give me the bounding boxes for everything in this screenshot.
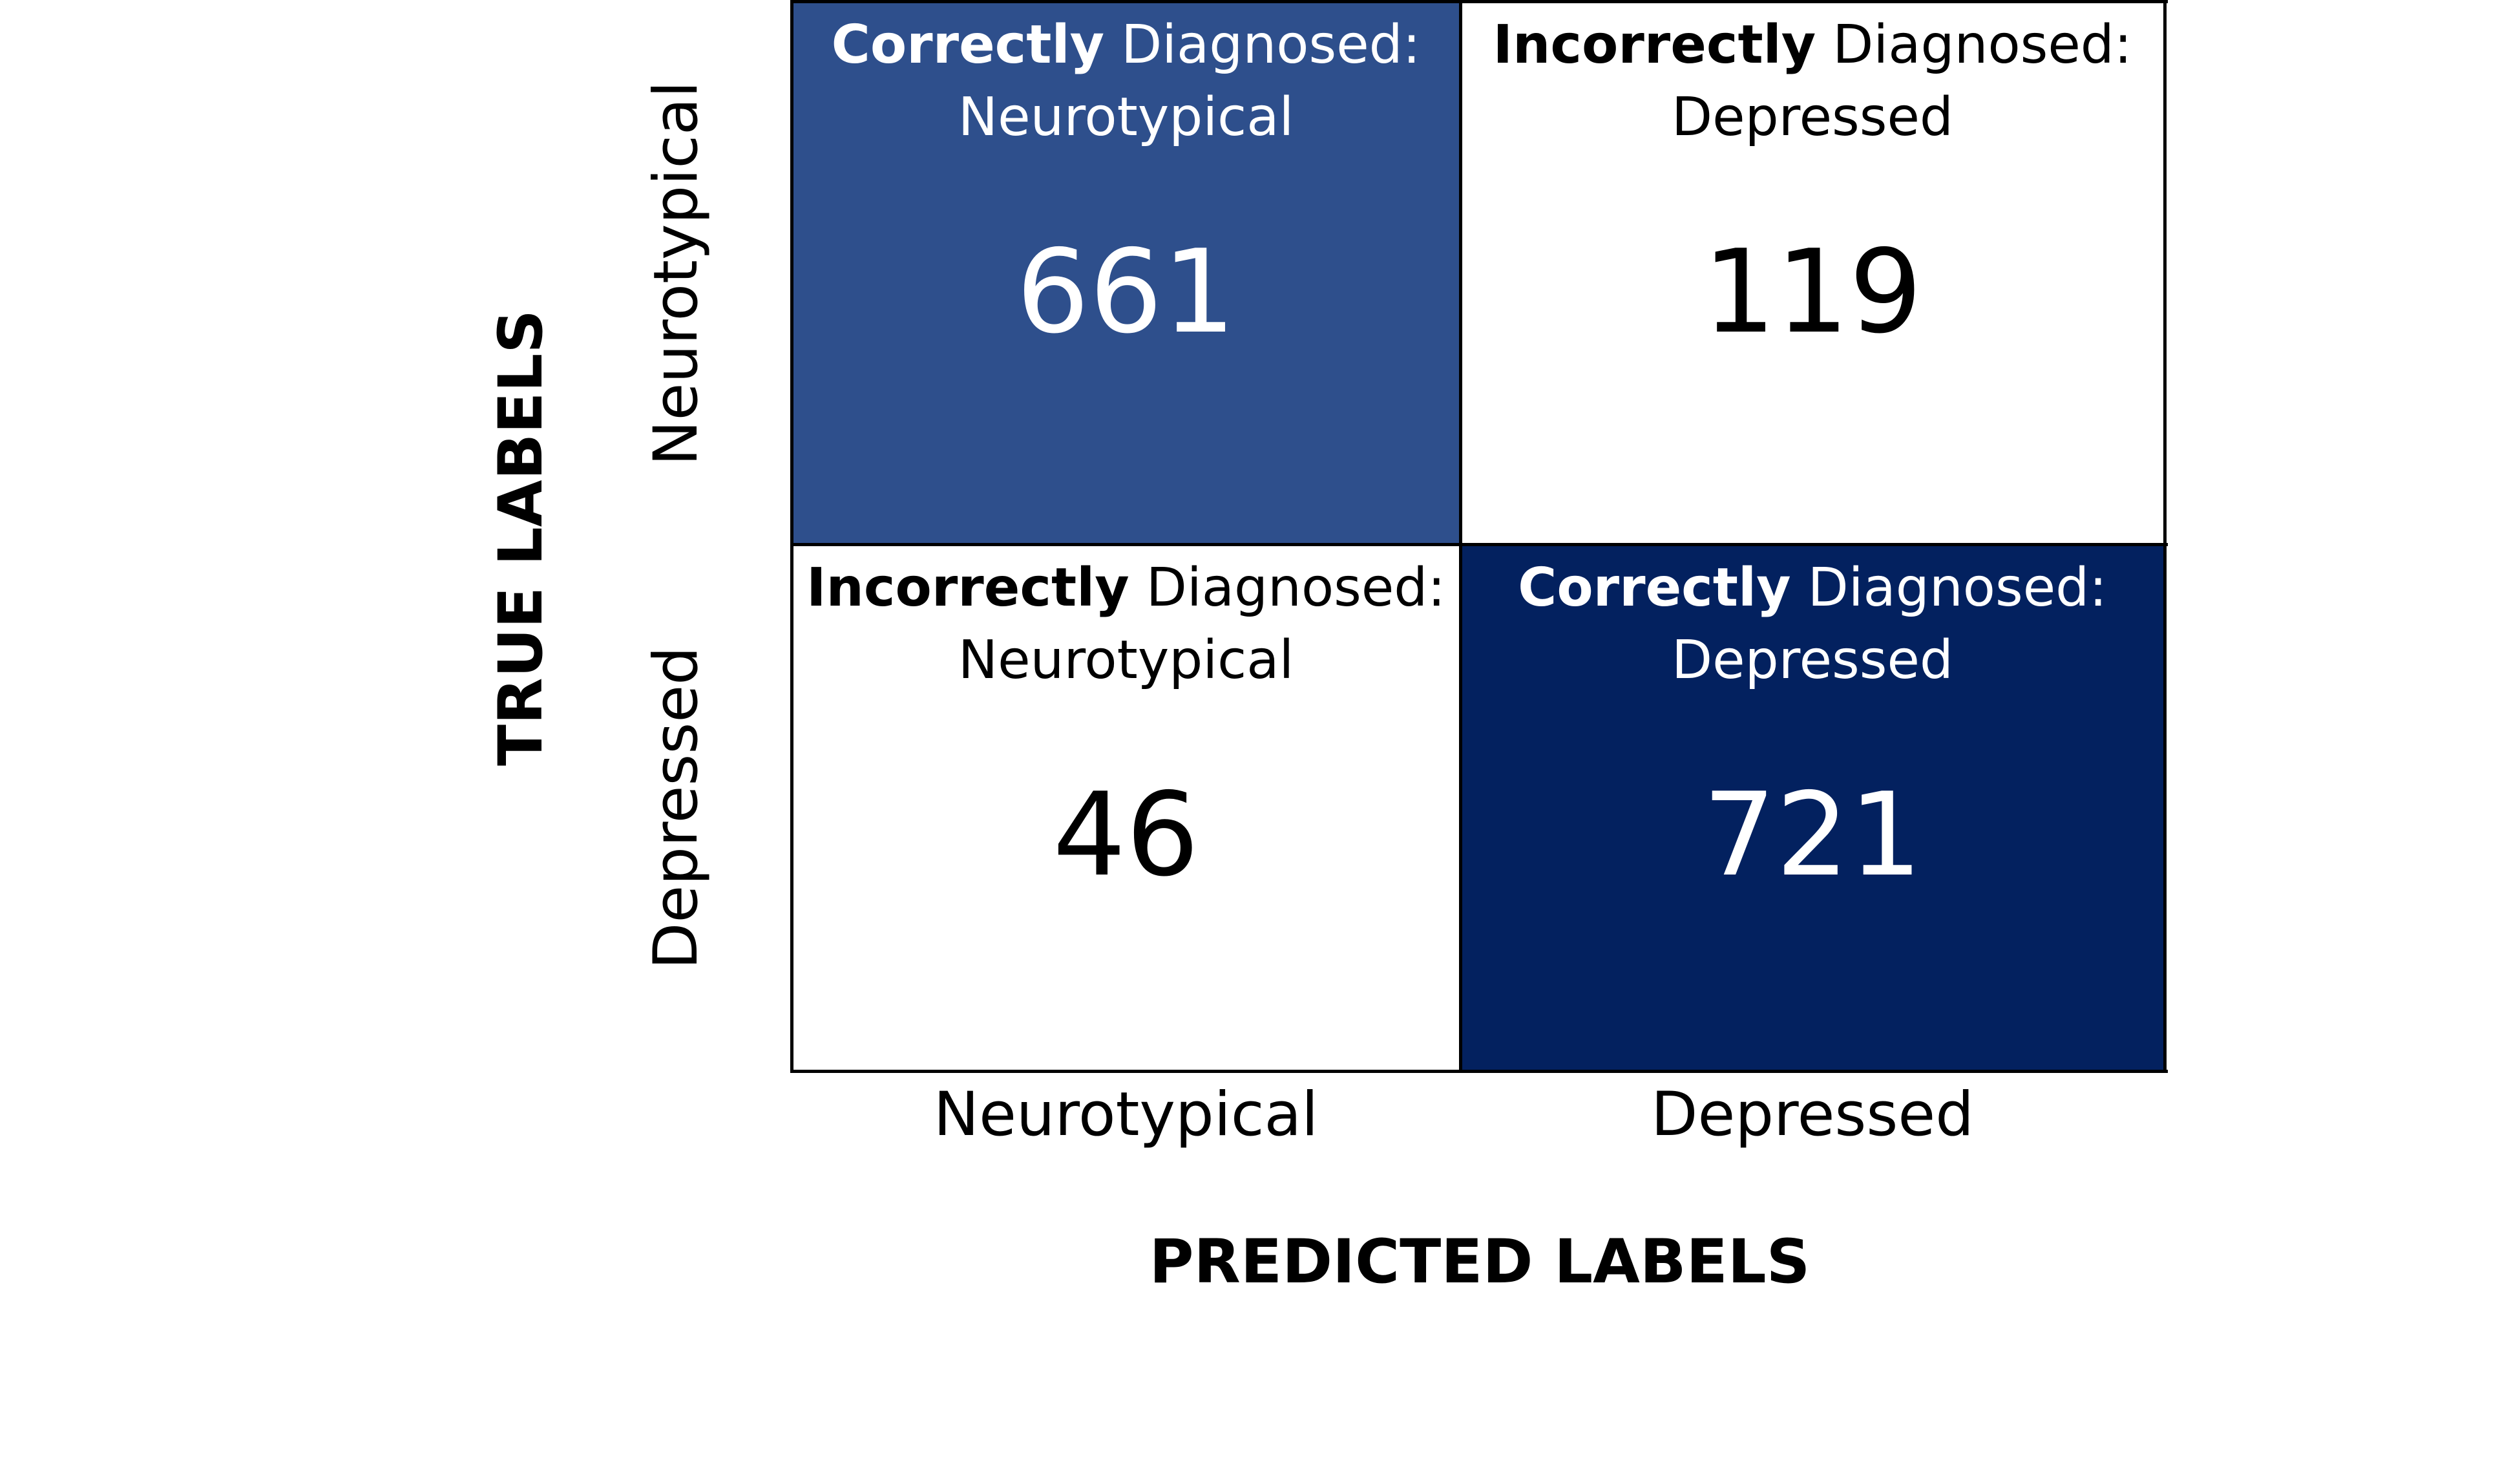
y-axis-title: TRUE LABELS [486,310,556,766]
x-tick-label-depressed: Depressed [1651,1079,1974,1150]
cell-title: Incorrectly Diagnosed: Depressed [1460,9,2165,154]
cell-title-text: Diagnosed: [1816,14,2132,76]
cell-title: Incorrectly Diagnosed: Neurotypical [792,552,1460,697]
matrix-border-top [792,0,2168,3]
cell-title-line2: Depressed [1672,87,1953,148]
cell-title-emphasis: Correctly [831,14,1105,76]
cell-count: 721 [1703,768,1922,902]
matrix-divider-horizontal [792,543,2168,546]
cell-title-line2: Depressed [1672,630,1953,691]
cell-title-emphasis: Incorrectly [1493,14,1816,76]
matrix-divider-vertical [1459,0,1462,1073]
x-tick-label-neurotypical: Neurotypical [933,1079,1319,1150]
matrix-border-bottom [792,1070,2168,1073]
cell-title: Correctly Diagnosed: Neurotypical [792,9,1460,154]
cell-title: Correctly Diagnosed: Depressed [1460,552,2165,697]
cell-count: 119 [1703,225,1922,359]
cell-title-emphasis: Incorrectly [806,557,1129,619]
cell-title-line2: Neurotypical [958,630,1294,691]
cell-title-text: Diagnosed: [1129,557,1445,619]
matrix-border-right [2163,0,2167,1073]
cell-count: 661 [1016,225,1236,359]
confusion-cell-depressed-predicted-neurotypical: Incorrectly Diagnosed: Neurotypical 46 [792,544,1460,1071]
cell-title-text: Diagnosed: [1104,14,1421,76]
confusion-cell-depressed-predicted-depressed: Correctly Diagnosed: Depressed 721 [1460,544,2165,1071]
matrix-border-left [790,0,793,1073]
cell-title-line2: Neurotypical [958,87,1294,148]
x-axis-title: PREDICTED LABELS [1149,1227,1811,1297]
y-tick-label-neurotypical: Neurotypical [641,81,711,466]
y-tick-label-depressed: Depressed [641,646,711,970]
confusion-cell-neurotypical-predicted-neurotypical: Correctly Diagnosed: Neurotypical 661 [792,1,1460,544]
cell-count: 46 [1053,768,1199,902]
cell-title-emphasis: Correctly [1518,557,1791,619]
confusion-cell-neurotypical-predicted-depressed: Incorrectly Diagnosed: Depressed 119 [1460,1,2165,544]
cell-title-text: Diagnosed: [1790,557,2107,619]
